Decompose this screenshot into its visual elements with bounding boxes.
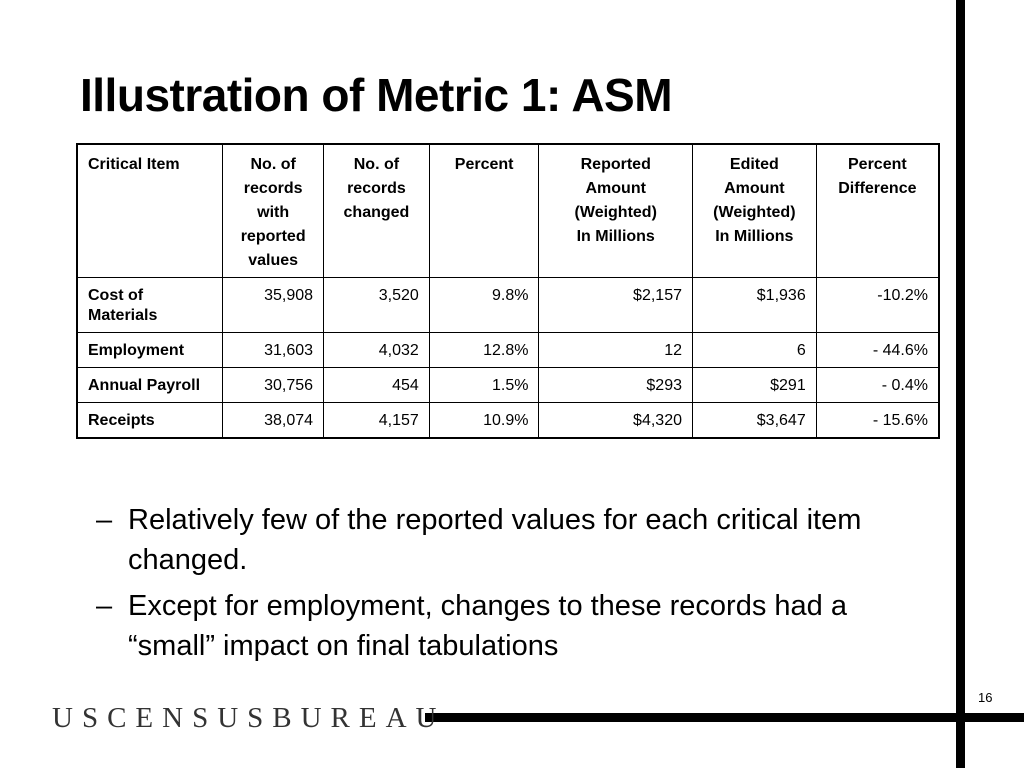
cell-edited: $1,936 — [691, 277, 817, 333]
bullet-text: Except for employment, changes to these … — [128, 590, 847, 662]
cell-reported: $293 — [538, 367, 693, 403]
cell-changed: 3,520 — [323, 277, 430, 333]
table-row: Cost of Materials 35,908 3,520 9.8% $2,1… — [76, 277, 940, 333]
row-item: Cost of Materials — [76, 277, 224, 333]
header-percent-difference: Percent Difference — [815, 143, 940, 278]
vertical-rule — [956, 0, 965, 768]
table-row: Employment 31,603 4,032 12.8% 12 6 - 44.… — [76, 332, 940, 368]
cell-changed: 4,157 — [323, 402, 430, 439]
cell-percent: 10.9% — [428, 402, 540, 439]
cell-percent: 9.8% — [428, 277, 540, 333]
header-reported-amount: Reported Amount (Weighted) In Millions — [538, 143, 693, 278]
census-bureau-logo: USCENSUSBUREAU — [52, 702, 446, 734]
cell-with-values: 38,074 — [222, 402, 325, 439]
table-row: Receipts 38,074 4,157 10.9% $4,320 $3,64… — [76, 402, 940, 439]
cell-changed: 454 — [323, 367, 430, 403]
cell-reported: $4,320 — [538, 402, 693, 439]
table-row: Annual Payroll 30,756 454 1.5% $293 $291… — [76, 367, 940, 403]
bullet-item: – Relatively few of the reported values … — [96, 500, 936, 580]
cell-percent: 1.5% — [428, 367, 540, 403]
cell-percent: 12.8% — [428, 332, 540, 368]
horizontal-rule — [425, 713, 1024, 722]
header-records-with-values: No. of records with reported values — [222, 143, 325, 278]
cell-difference: - 15.6% — [815, 402, 940, 439]
cell-with-values: 35,908 — [222, 277, 325, 333]
cell-edited: $291 — [691, 367, 817, 403]
cell-reported: $2,157 — [538, 277, 693, 333]
table-header-row: Critical Item No. of records with report… — [76, 143, 940, 278]
cell-difference: - 0.4% — [815, 367, 940, 403]
page-number: 16 — [978, 690, 993, 705]
bullet-dash: – — [96, 504, 113, 536]
cell-edited: $3,647 — [691, 402, 817, 439]
row-item: Annual Payroll — [76, 367, 224, 403]
header-critical-item: Critical Item — [76, 143, 224, 278]
cell-changed: 4,032 — [323, 332, 430, 368]
row-item: Receipts — [76, 402, 224, 439]
header-records-changed: No. of records changed — [323, 143, 430, 278]
row-item: Employment — [76, 332, 224, 368]
cell-with-values: 31,603 — [222, 332, 325, 368]
bullet-item: – Except for employment, changes to thes… — [96, 586, 936, 666]
bullet-text: Relatively few of the reported values fo… — [128, 504, 862, 576]
bullet-dash: – — [96, 590, 113, 622]
slide-title: Illustration of Metric 1: ASM — [80, 69, 673, 121]
header-percent: Percent — [428, 143, 540, 278]
cell-with-values: 30,756 — [222, 367, 325, 403]
cell-edited: 6 — [691, 332, 817, 368]
cell-difference: - 44.6% — [815, 332, 940, 368]
bullet-list: – Relatively few of the reported values … — [96, 500, 936, 672]
header-edited-amount: Edited Amount (Weighted) In Millions — [691, 143, 817, 278]
cell-reported: 12 — [538, 332, 693, 368]
asm-metric-table: Critical Item No. of records with report… — [76, 143, 940, 439]
cell-difference: -10.2% — [815, 277, 940, 333]
